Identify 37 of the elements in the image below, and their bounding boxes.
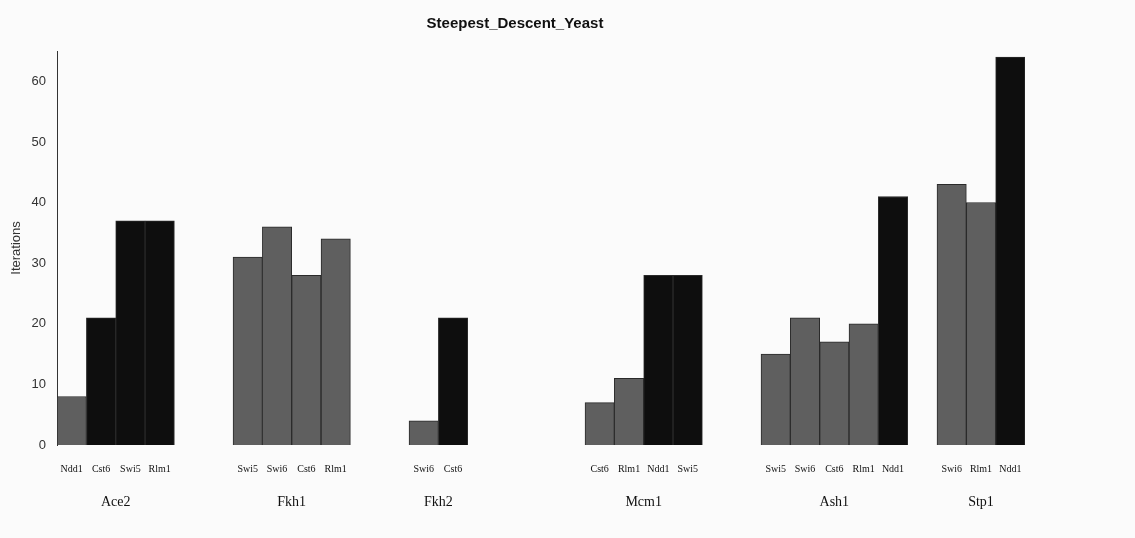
y-axis-title: Iterations: [8, 220, 24, 275]
x-tick-label: Ndd1: [999, 462, 1022, 474]
x-tick-label: Swi5: [677, 462, 698, 474]
x-tick-label: Cst6: [590, 462, 609, 474]
y-tick-label: 10: [31, 375, 47, 391]
chart-title: Steepest_Descent_Yeast: [426, 14, 604, 32]
x-tick-label: Cst6: [825, 462, 844, 474]
text: Ash1: [819, 493, 850, 509]
text: Ace2: [100, 493, 131, 509]
x-tick-label: Ndd1: [60, 462, 83, 474]
x-tick-label: Ndd1: [647, 462, 670, 474]
y-tick-label: 60: [31, 72, 47, 88]
text: Fkh1: [277, 493, 307, 509]
x-tick-label: Swi5: [765, 462, 786, 474]
x-tick-label: Swi5: [237, 462, 258, 474]
text: Mcm1: [625, 493, 662, 509]
x-tick-label: Swi6: [794, 462, 816, 474]
y-tick-label: 30: [31, 254, 47, 270]
x-tick-label: Rlm1: [969, 462, 993, 474]
y-tick-label: 20: [31, 315, 47, 331]
x-tick-label: Swi6: [413, 462, 434, 474]
x-tick-label: Rlm1: [617, 462, 641, 474]
y-tick-label: 0: [38, 436, 47, 452]
x-tick-label: Cst6: [297, 462, 316, 474]
y-tick-label: 40: [31, 194, 47, 210]
text: Stp1: [968, 493, 994, 509]
text: Fkh2: [423, 493, 453, 509]
x-tick-label: Rlm1: [148, 462, 171, 474]
y-tick-label: 50: [31, 133, 47, 149]
x-tick-label: Rlm1: [324, 462, 347, 474]
x-tick-label: Cst6: [91, 462, 111, 474]
x-tick-label: Cst6: [443, 462, 463, 474]
x-tick-label: Ndd1: [881, 462, 905, 474]
x-tick-label: Rlm1: [852, 462, 875, 474]
x-tick-label: Swi6: [266, 462, 288, 474]
x-tick-label: Swi6: [941, 462, 962, 474]
x-tick-label: Swi5: [120, 462, 141, 474]
